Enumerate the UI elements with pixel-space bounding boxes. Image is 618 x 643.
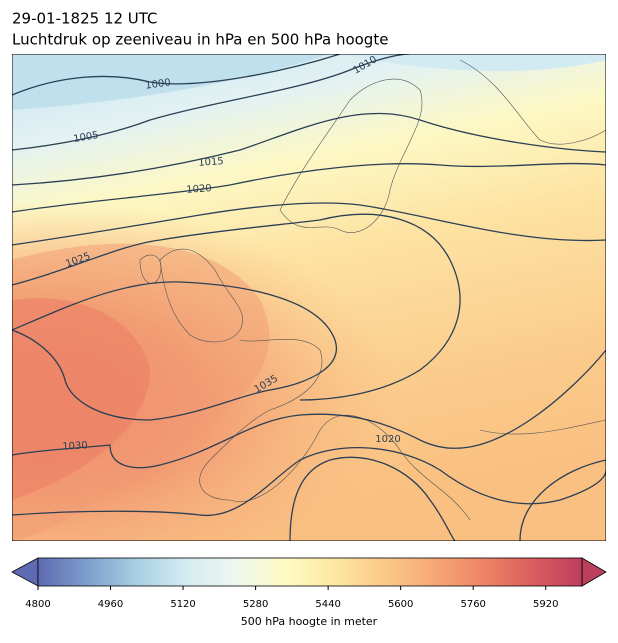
contour-label: 1030: [62, 440, 88, 452]
colorbar-tick-label: 5120: [170, 599, 195, 610]
colorbar-extend-max: [581, 557, 607, 587]
contour-label: 1020: [375, 434, 400, 445]
colorbar-tick-label: 5920: [533, 599, 558, 610]
colorbar-tick-label: 4800: [25, 599, 50, 610]
colorbar-tick-label: 5760: [460, 599, 485, 610]
colorbar-tick-label: 5440: [315, 599, 340, 610]
colorbar: 4800 4960 5120 5280 5440 5600 5760 5920: [11, 557, 607, 610]
colorbar-tick-label: 5600: [388, 599, 413, 610]
colorbar-label: 500 hPa hoogte in meter: [241, 615, 378, 628]
colorbar-extend-min: [11, 557, 39, 587]
contour-label: 1015: [198, 156, 224, 169]
title: Luchtdruk op zeeniveau in hPa en 500 hPa…: [12, 31, 388, 49]
contour-label: 1020: [186, 183, 212, 196]
contour-label: 1000: [145, 77, 172, 91]
contour-label: 1005: [73, 130, 100, 145]
date: 29-01-1825 12 UTC: [12, 10, 158, 28]
colorbar-body: [37, 557, 583, 587]
colorbar-tick-label: 5280: [243, 599, 268, 610]
colorbar-tick-label: 4960: [98, 599, 123, 610]
